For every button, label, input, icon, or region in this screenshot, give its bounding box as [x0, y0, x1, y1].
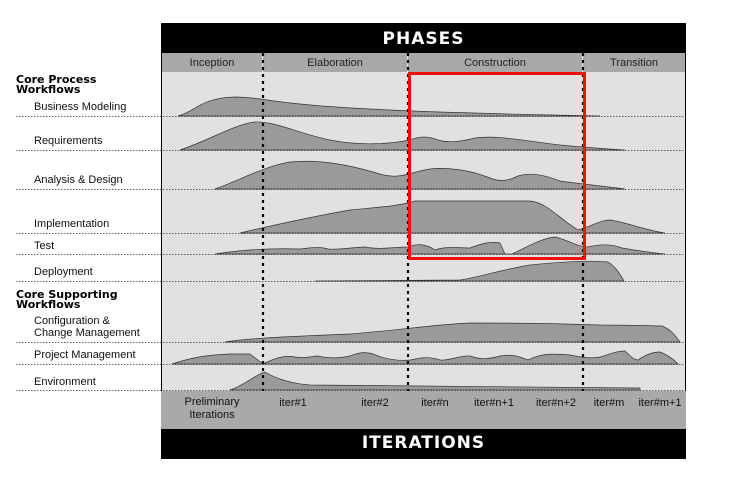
section-core-process: Core Process Workflows [16, 73, 97, 96]
section-core-supporting: Core Supporting Workflows [16, 288, 118, 311]
iterations-footer: ITERATIONS [161, 429, 686, 459]
iteration-preliminary: Preliminary Iterations [184, 396, 240, 421]
phases-header: PHASES [161, 23, 686, 53]
iteration-2: iter#2 [361, 397, 389, 409]
phase-elaboration: Elaboration [263, 53, 408, 72]
curve-analysis-design [214, 160, 626, 190]
curve-configuration-management [224, 322, 681, 343]
workflow-configuration-management: Configuration & Change Management [34, 315, 140, 339]
iteration-m: iter#m [593, 397, 625, 409]
iteration-n-plus-2: iter#n+2 [535, 397, 577, 409]
curve-deployment [314, 260, 625, 282]
workflow-environment: Environment [34, 376, 96, 388]
phase-transition: Transition [583, 53, 685, 72]
phase-inception: Inception [162, 53, 263, 72]
workflow-analysis-design: Analysis & Design [34, 174, 123, 186]
workflow-deployment: Deployment [34, 266, 93, 278]
curve-test [214, 236, 666, 255]
curve-project-management [171, 350, 679, 365]
workflow-implementation: Implementation [34, 218, 110, 230]
construction-highlight-box [408, 72, 586, 260]
curve-requirements [179, 121, 626, 151]
iteration-1: iter#1 [279, 397, 307, 409]
workflow-baselines [16, 116, 686, 391]
iteration-n: iter#n [421, 397, 449, 409]
iterations-band [161, 391, 686, 429]
workflow-requirements: Requirements [34, 135, 103, 147]
workflow-project-management: Project Management [34, 349, 136, 361]
iteration-n-plus-1: iter#n+1 [473, 397, 515, 409]
curve-business-modeling [177, 96, 601, 117]
curve-implementation [239, 200, 666, 234]
workflow-test: Test [34, 240, 55, 252]
workflow-business-modeling: Business Modeling [34, 101, 127, 113]
iteration-m-plus-1: iter#m+1 [638, 397, 682, 409]
curve-environment [229, 371, 641, 391]
